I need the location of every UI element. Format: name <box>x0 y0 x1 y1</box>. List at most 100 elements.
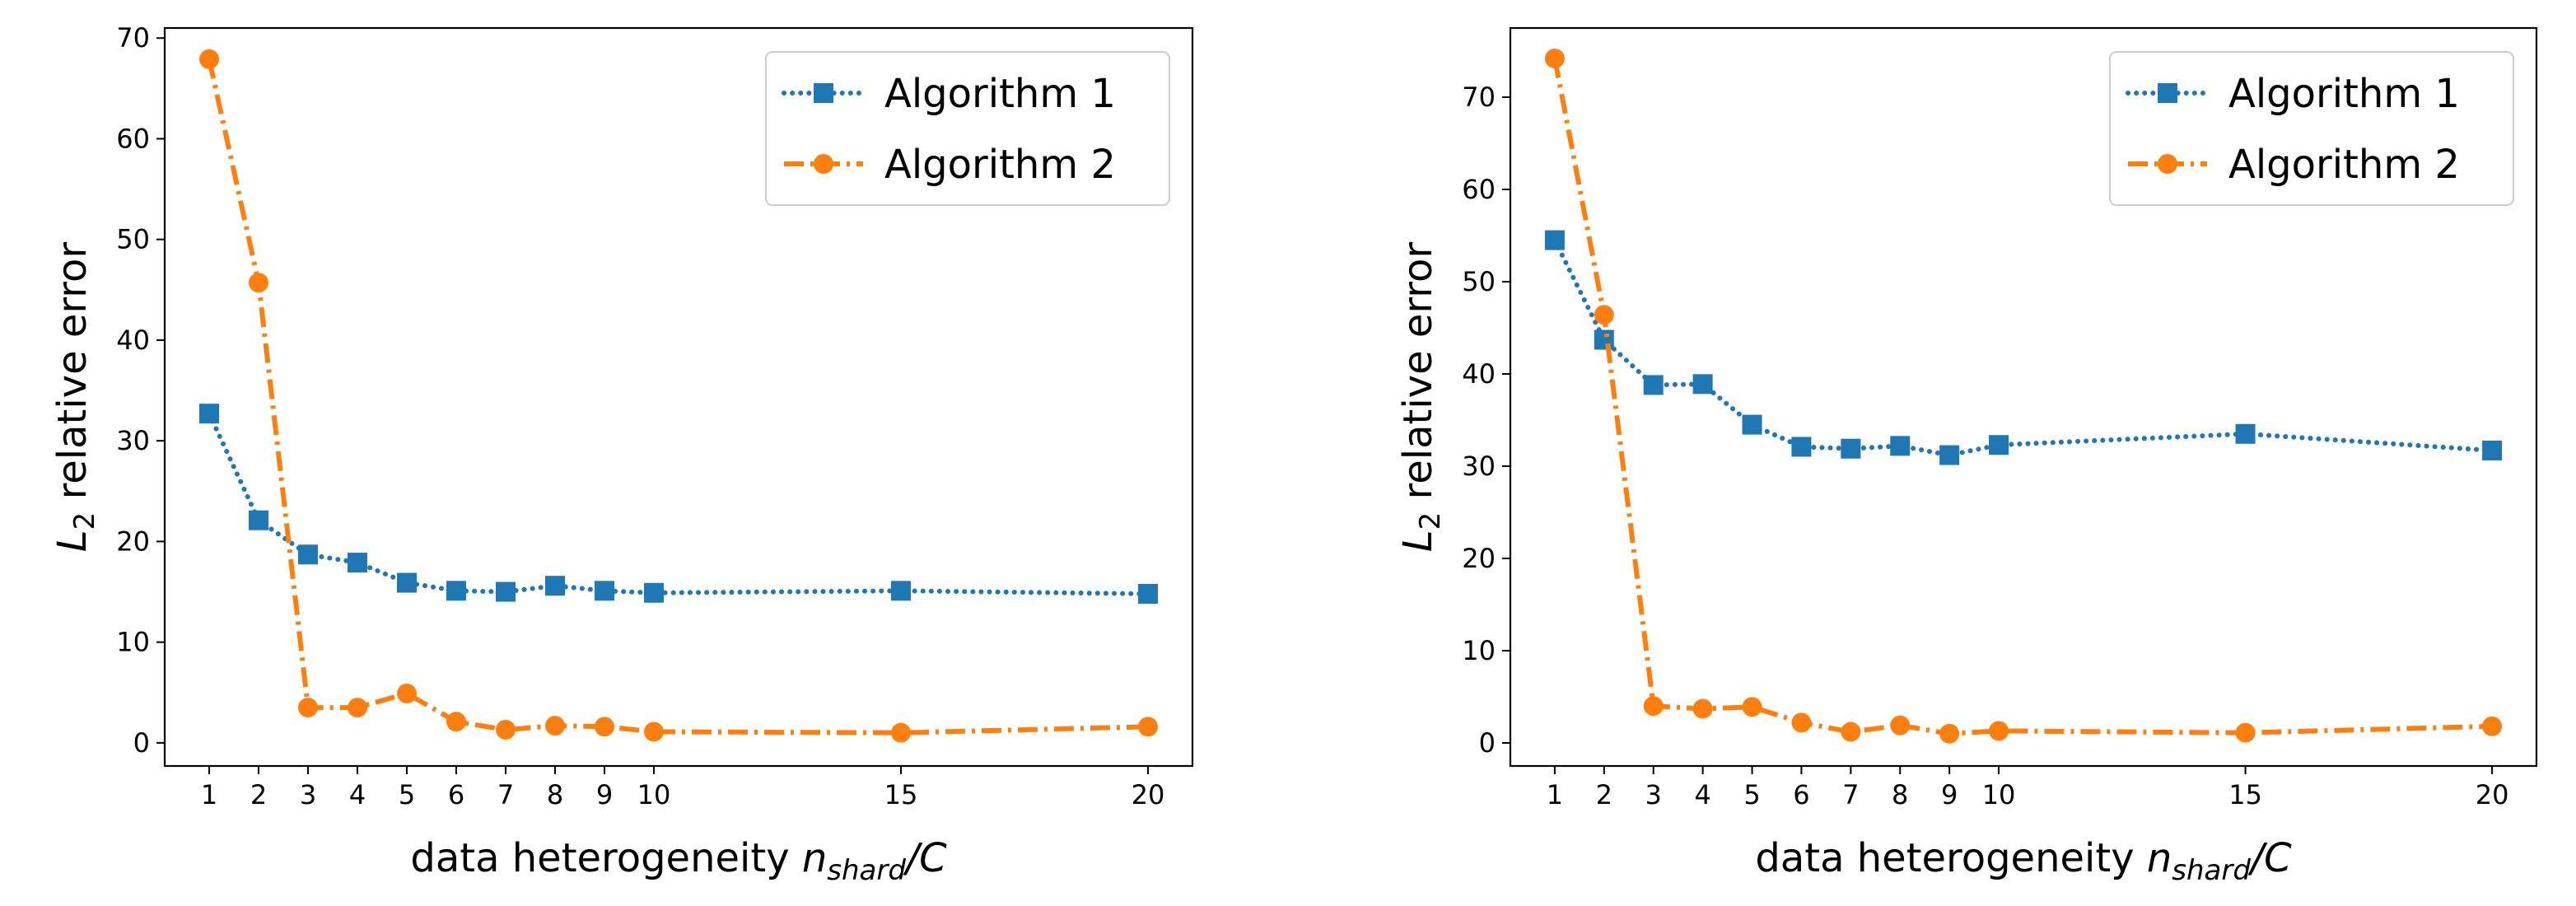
x-axis-label: data heterogeneity nshard/C <box>410 835 947 887</box>
data-point-series-1: Algorithm 1: (9, 31.2) <box>1939 445 1960 465</box>
right-chart-panel: Algorithm 1: (1, 54.5) Algorithm 1: (2, 4… <box>1395 26 2538 887</box>
data-point-series-2: Algorithm 2: (4, 3.5) <box>348 698 367 718</box>
data-point-series-2: Algorithm 2: (9, 1) <box>1939 723 1960 744</box>
y-tick-label: 70 <box>1462 82 1496 113</box>
data-point-series-1: Algorithm 1: (20, 14.8) <box>1138 583 1158 604</box>
data-point-series-1: Algorithm 1: (3, 18.7) <box>298 544 318 565</box>
data-point-series-2: Algorithm 2: (1, 67.9) <box>199 49 219 69</box>
y-tick-label: 50 <box>1462 266 1496 297</box>
data-point-series-1: Algorithm 1: (4, 38.9) <box>1692 374 1713 395</box>
series-line-2 <box>1552 58 2493 736</box>
data-point-series-2: Algorithm 2: (7, 1.3) <box>496 719 516 740</box>
data-point-series-2: Algorithm 2: (5, 3.9) <box>1742 697 1762 717</box>
data-point-series-1: Algorithm 1: (2, 22.1) <box>249 510 268 530</box>
data-point-series-1: Algorithm 1: (9, 15.1) <box>595 581 614 601</box>
x-tick-label: 3 <box>300 779 316 810</box>
y-tick-label: 10 <box>1462 635 1496 666</box>
legend-box <box>2109 51 2514 206</box>
data-point-series-2: Algorithm 2: (7, 1.2) <box>1841 722 1861 742</box>
left-chart-panel: Algorithm 1: (1, 32.7) Algorithm 1: (2, 2… <box>49 22 1194 887</box>
data-point-series-1: Algorithm 1: (10, 14.9) <box>644 582 664 603</box>
y-tick-label: 0 <box>1479 727 1496 759</box>
y-tick-label: 20 <box>116 525 150 557</box>
legend: Algorithm 1 Algorithm 2 <box>765 51 1170 206</box>
x-tick-label: 15 <box>884 779 918 810</box>
x-tick-label: 4 <box>1694 779 1710 810</box>
legend-marker-1 <box>814 83 833 103</box>
x-tick-label: 8 <box>1892 779 1908 810</box>
legend-marker-2 <box>814 154 833 174</box>
data-point-series-1: Algorithm 1: (15, 15.1) <box>891 581 911 601</box>
data-point-series-2: Algorithm 2: (3, 3.5) <box>298 698 318 718</box>
data-point-series-1: Algorithm 1: (3, 38.8) <box>1643 375 1664 395</box>
data-point-series-2: Algorithm 2: (20, 1.6) <box>1138 717 1158 737</box>
data-point-series-2: Algorithm 2: (8, 1.7) <box>545 716 565 736</box>
data-point-series-1: Algorithm 1: (10, 32.3) <box>1989 435 2009 455</box>
data-point-series-1: Algorithm 1: (7, 15) <box>496 581 516 602</box>
legend-label-1: Algorithm 1 <box>884 71 1116 117</box>
y-tick-label: 20 <box>1462 543 1496 574</box>
y-tick-label: 10 <box>116 627 150 658</box>
x-tick-label: 9 <box>596 779 613 810</box>
y-tick-label: 0 <box>133 727 150 759</box>
x-tick-label: 8 <box>547 779 563 810</box>
y-axis-label: L2 relative error <box>1395 242 1447 552</box>
y-tick-label: 30 <box>116 425 150 456</box>
data-point-series-2: Algorithm 2: (10, 1.3) <box>1989 721 2009 741</box>
legend-label-1: Algorithm 1 <box>2228 71 2460 117</box>
series-line-2 <box>207 58 1149 736</box>
data-point-series-1: Algorithm 1: (8, 32.2) <box>1890 436 1911 456</box>
x-tick-label: 4 <box>349 779 366 810</box>
data-point-series-1: Algorithm 1: (6, 15.1) <box>446 581 466 601</box>
data-point-series-2: Algorithm 2: (15, 1.1) <box>2235 722 2256 743</box>
y-tick-label: 70 <box>116 22 150 54</box>
data-point-series-1: Algorithm 1: (20, 31.7) <box>2482 440 2503 460</box>
data-point-series-2: Algorithm 2: (20, 1.8) <box>2482 716 2503 736</box>
data-point-series-1: Algorithm 1: (1, 32.7) <box>199 404 219 424</box>
data-point-series-2: Algorithm 2: (3, 4) <box>1643 696 1664 717</box>
data-point-series-2: Algorithm 2: (5, 4.9) <box>397 683 417 703</box>
axes-frame <box>163 26 1194 768</box>
data-point-series-1: Algorithm 1: (15, 33.5) <box>2235 423 2256 444</box>
data-point-series-1: Algorithm 1: (4, 17.9) <box>348 553 367 573</box>
axes-frame <box>1509 26 2538 768</box>
data-point-series-2: Algorithm 2: (8, 1.9) <box>1890 715 1911 736</box>
data-point-series-1: Algorithm 1: (5, 34.5) <box>1742 414 1762 435</box>
x-tick-label: 6 <box>1793 779 1809 810</box>
legend-box <box>765 51 1170 206</box>
data-point-series-2: Algorithm 2: (9, 1.6) <box>595 717 614 737</box>
x-tick-label: 2 <box>1596 779 1612 810</box>
y-tick-label: 30 <box>1462 451 1496 482</box>
x-tick-label: 5 <box>1743 779 1760 810</box>
x-tick-label: 1 <box>1547 779 1563 810</box>
data-point-series-1: Algorithm 1: (7, 31.9) <box>1841 438 1861 459</box>
data-point-series-2: Algorithm 2: (15, 1) <box>891 722 911 743</box>
data-point-series-1: Algorithm 1: (2, 43.7) <box>1594 329 1614 350</box>
legend-marker-2 <box>2158 154 2177 174</box>
y-tick-label: 60 <box>116 123 150 154</box>
legend-label-2: Algorithm 2 <box>2228 142 2460 188</box>
data-point-series-2: Algorithm 2: (1, 74.2) <box>1544 48 1565 68</box>
data-point-series-1: Algorithm 1: (1, 54.5) <box>1544 230 1565 250</box>
x-tick-label: 3 <box>1645 779 1662 810</box>
x-tick-label: 1 <box>201 779 217 810</box>
y-tick-label: 40 <box>116 325 150 356</box>
x-tick-label: 20 <box>1132 779 1165 810</box>
y-axis-label: L2 relative error <box>49 242 101 552</box>
data-point-series-1: Algorithm 1: (8, 15.6) <box>545 576 565 596</box>
x-tick-label: 10 <box>637 779 671 810</box>
data-point-series-2: Algorithm 2: (2, 45.7) <box>249 273 268 293</box>
y-tick-label: 60 <box>1462 174 1496 205</box>
x-tick-label: 15 <box>2228 779 2262 810</box>
data-point-series-1: Algorithm 1: (6, 32.1) <box>1791 437 1812 457</box>
x-axis-label: data heterogeneity nshard/C <box>1755 835 2292 887</box>
y-tick-label: 50 <box>116 224 150 255</box>
data-point-series-2: Algorithm 2: (10, 1.1) <box>644 722 664 742</box>
data-point-series-2: Algorithm 2: (6, 2.2) <box>1791 712 1812 733</box>
data-point-series-2: Algorithm 2: (6, 2.1) <box>446 712 466 732</box>
data-point-series-1: Algorithm 1: (5, 15.9) <box>397 572 417 593</box>
data-point-series-2: Algorithm 2: (4, 3.7) <box>1692 698 1713 719</box>
legend-label-2: Algorithm 2 <box>884 142 1116 188</box>
legend-marker-1 <box>2158 83 2177 103</box>
